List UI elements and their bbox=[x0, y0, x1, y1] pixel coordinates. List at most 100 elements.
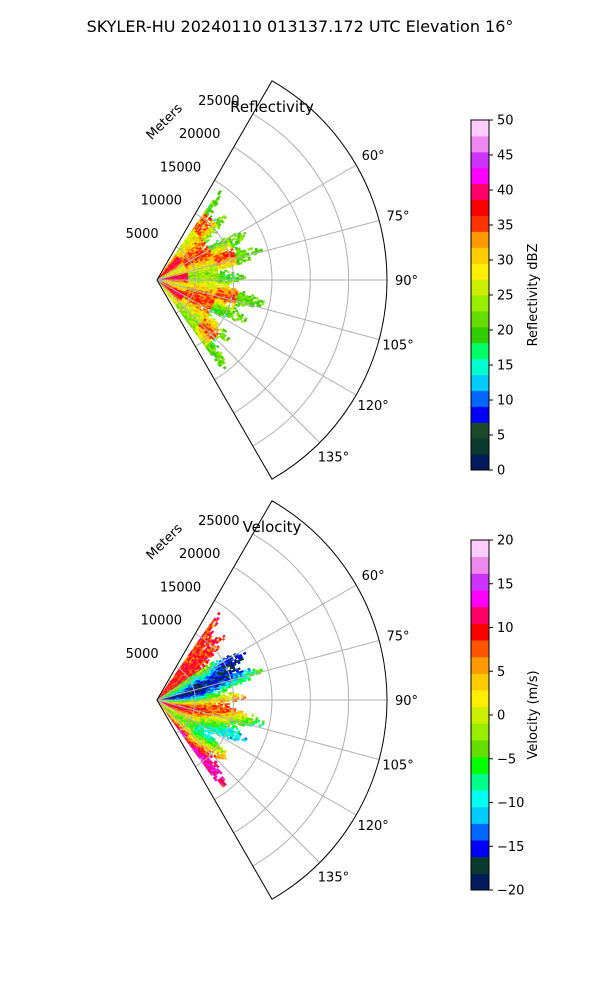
data-cell bbox=[226, 692, 230, 695]
colorbar-tick-label: 0 bbox=[497, 464, 505, 479]
data-cell bbox=[219, 690, 223, 693]
data-cell bbox=[206, 658, 210, 662]
colorbar-swatch bbox=[471, 215, 489, 232]
data-cell bbox=[261, 302, 265, 306]
colorbar-swatch bbox=[471, 310, 489, 328]
range-tick-label: 20000 bbox=[179, 127, 220, 142]
data-cell bbox=[232, 237, 237, 241]
data-cell bbox=[247, 678, 252, 682]
colorbar-swatch bbox=[471, 231, 489, 248]
data-cell bbox=[212, 270, 216, 273]
data-cell bbox=[200, 246, 204, 250]
data-cell bbox=[206, 212, 210, 217]
colorbar-swatch bbox=[471, 167, 489, 185]
data-cell bbox=[240, 274, 244, 277]
data-cell bbox=[217, 223, 222, 227]
data-cell bbox=[213, 218, 217, 222]
colorbar-tick-label: 50 bbox=[497, 114, 514, 129]
data-cell bbox=[255, 296, 259, 300]
data-cell bbox=[239, 682, 243, 685]
data-cell bbox=[221, 220, 225, 224]
data-cell bbox=[247, 258, 252, 262]
range-tick-label: 25000 bbox=[198, 94, 239, 109]
data-cell bbox=[227, 276, 231, 279]
colorbar-tick-label: 20 bbox=[497, 324, 514, 339]
data-cell bbox=[234, 682, 238, 686]
colorbar-swatch bbox=[471, 247, 489, 264]
colorbar-tick-label: 10 bbox=[497, 394, 514, 409]
data-cell bbox=[243, 276, 247, 279]
colorbar-tick-label: 30 bbox=[497, 254, 514, 269]
angle-tick-label: 90° bbox=[395, 274, 418, 289]
panel-title: Reflectivity bbox=[230, 98, 314, 116]
range-tick-label: 5000 bbox=[126, 227, 159, 242]
data-cell bbox=[251, 294, 255, 297]
angle-tick-label: 135° bbox=[318, 450, 349, 465]
angle-tick-label: 75° bbox=[387, 209, 410, 224]
colorbar-label: Reflectivity dBZ bbox=[526, 244, 541, 347]
data-cell bbox=[206, 238, 210, 242]
colorbar-swatch bbox=[471, 374, 489, 391]
data-cell bbox=[229, 273, 233, 276]
colorbar-swatch bbox=[471, 390, 489, 407]
data-cell bbox=[234, 700, 237, 703]
data-cell bbox=[236, 276, 240, 279]
colorbar-swatch bbox=[471, 406, 489, 423]
data-cell bbox=[230, 248, 234, 252]
colorbar-swatch bbox=[471, 199, 489, 216]
data-cell bbox=[202, 244, 206, 248]
data-cell bbox=[229, 693, 233, 696]
colorbar-swatch bbox=[471, 263, 489, 280]
colorbar-swatch bbox=[471, 422, 489, 439]
data-cell bbox=[216, 611, 221, 616]
colorbar-swatch bbox=[471, 183, 489, 201]
data-cell bbox=[229, 696, 233, 699]
colorbar-tick-label: 5 bbox=[497, 429, 505, 444]
data-cell bbox=[215, 701, 219, 703]
data-cell bbox=[223, 215, 228, 220]
colorbar-tick-label: 45 bbox=[497, 149, 514, 164]
data-cell bbox=[246, 252, 250, 256]
colorbar-swatch bbox=[471, 342, 489, 360]
data-cell bbox=[209, 214, 213, 219]
angle-tick-label: 105° bbox=[382, 339, 413, 354]
colorbar-swatch bbox=[471, 135, 489, 153]
data-cell bbox=[242, 651, 247, 656]
data-cell bbox=[214, 201, 219, 206]
data-cell bbox=[222, 657, 226, 661]
data-cell bbox=[238, 274, 242, 278]
data-cell bbox=[224, 269, 228, 272]
data-cell bbox=[239, 262, 243, 265]
data-cell bbox=[243, 696, 247, 699]
data-cell bbox=[240, 237, 245, 241]
data-cell bbox=[240, 694, 244, 697]
data-cell bbox=[234, 276, 237, 279]
colorbar-swatch bbox=[471, 454, 489, 471]
data-cell bbox=[222, 365, 227, 370]
range-tick-label: 10000 bbox=[141, 194, 182, 209]
data-cell bbox=[258, 304, 262, 308]
colorbar-swatch bbox=[471, 151, 489, 169]
data-cell bbox=[241, 234, 246, 238]
velocity-panel: Velocity 500010000150002000025000Meters6… bbox=[126, 500, 541, 900]
data-cell bbox=[234, 280, 237, 283]
data-cell bbox=[222, 237, 226, 241]
data-cell bbox=[226, 270, 230, 274]
data-cell bbox=[215, 282, 219, 285]
data-cell bbox=[243, 679, 247, 683]
colorbar-tick-label: 40 bbox=[497, 184, 514, 199]
colorbar-swatch bbox=[471, 438, 489, 455]
data-cell bbox=[236, 273, 240, 276]
panel-title: Velocity bbox=[243, 518, 302, 536]
data-cell bbox=[222, 284, 226, 287]
colorbar-swatch bbox=[471, 279, 489, 296]
data-cell bbox=[243, 669, 247, 673]
data-cell bbox=[259, 248, 263, 252]
data-cell bbox=[240, 319, 244, 324]
colorbar-tick-label: 15 bbox=[497, 359, 514, 374]
data-cell bbox=[259, 668, 263, 672]
colorbar-swatch bbox=[471, 120, 489, 137]
data-cell bbox=[233, 306, 237, 310]
